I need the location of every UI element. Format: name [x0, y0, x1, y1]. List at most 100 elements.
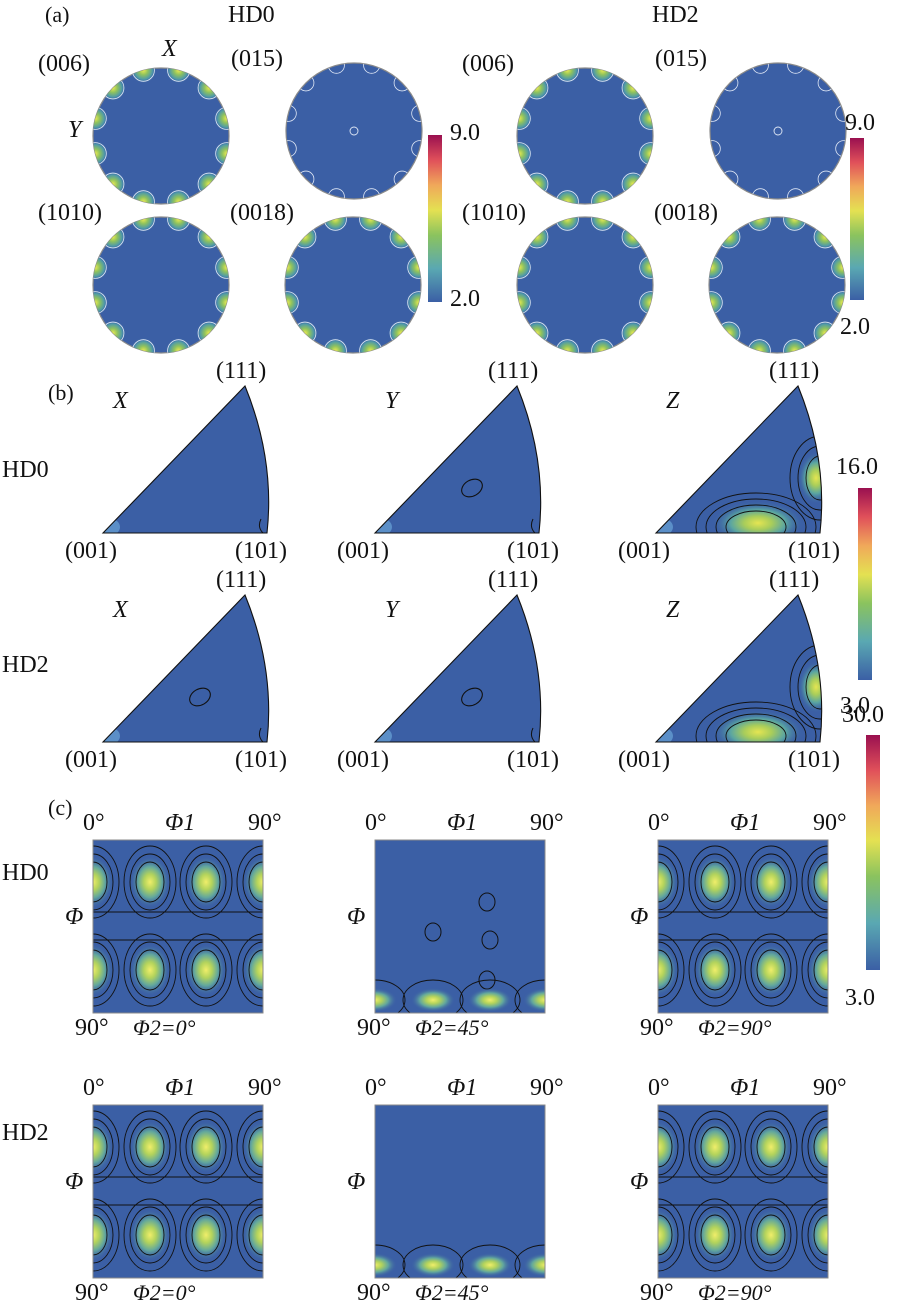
- pole-figure: (0018): [654, 200, 846, 354]
- odf-phi1-end-label: 90°: [813, 810, 847, 836]
- ipf-contour: [705, 707, 807, 742]
- odf-phi1-start-label: 0°: [83, 1075, 105, 1101]
- odf-contour: [481, 930, 499, 950]
- pole-peak: [620, 223, 647, 250]
- odf-peak: [186, 856, 226, 908]
- odf-contour: [807, 941, 828, 999]
- pole-peak: [213, 289, 229, 316]
- ipf-corner-top-label: (111): [488, 358, 538, 384]
- odf-contour: [756, 1214, 786, 1256]
- pole-peak: [715, 320, 742, 347]
- ipf-contour: [715, 713, 797, 742]
- odf-phi1-label: Φ1: [165, 810, 195, 836]
- odf-contour: [756, 1126, 786, 1168]
- odf-phi1-start-label: 0°: [365, 1075, 387, 1101]
- odf-peak: [523, 1253, 545, 1277]
- odf-contour: [750, 1206, 792, 1264]
- odf-contour: [424, 922, 442, 942]
- ipf-contour: [725, 719, 787, 742]
- odf-contour: [700, 949, 730, 991]
- odf-contour: [93, 1118, 114, 1176]
- odf-contour: [744, 845, 798, 919]
- odf-contour: [514, 1244, 545, 1278]
- colorbar-a-hd0: 9.0 2.0: [428, 120, 480, 312]
- odf-peak: [468, 1253, 512, 1277]
- odf-contour: [236, 1110, 263, 1184]
- odf-peak: [411, 1253, 455, 1277]
- odf-contour: [658, 941, 679, 999]
- pole-figure: (015): [231, 46, 423, 200]
- odf-frame: [374, 1104, 546, 1279]
- odf-phi1-end-label: 90°: [530, 1075, 564, 1101]
- odf-section: 0° 90° Φ1 Φ 90° Φ2=90°: [630, 1075, 847, 1305]
- ipf-outline: [373, 594, 542, 743]
- odf-section: 0° 90° Φ1 Φ 90° Φ2=45°: [347, 810, 564, 1041]
- odf-peak: [658, 1209, 678, 1261]
- odf-contour: [807, 1118, 828, 1176]
- odf-section-label: Φ2=45°: [415, 1280, 489, 1305]
- ipf-corner-left-label: (001): [618, 747, 670, 773]
- odf-peak: [130, 1209, 170, 1261]
- panel-c-label: (c): [48, 795, 72, 820]
- pole-peak: [620, 171, 647, 198]
- pole-figure-label: (0018): [230, 200, 294, 226]
- odf-peak: [411, 988, 455, 1012]
- pole-figure: (1010): [462, 200, 654, 354]
- odf-phi1-end-label: 90°: [248, 1075, 282, 1101]
- odf-section-label: Φ2=0°: [133, 1280, 196, 1305]
- ipf-direction-label: Y: [385, 388, 401, 414]
- odf-contour: [93, 861, 108, 903]
- pole-peak: [93, 140, 109, 167]
- odf-contour: [185, 941, 227, 999]
- odf-phi1-label: Φ1: [165, 1075, 195, 1101]
- pole-peak: [589, 217, 616, 233]
- odf-field: [93, 840, 263, 1013]
- odf-peak: [93, 1209, 113, 1261]
- ipf-outline: [654, 594, 823, 743]
- odf-contour: [750, 941, 792, 999]
- colorbar-a-hd2: 9.0 2.0: [840, 110, 875, 340]
- odf-section-label: Φ2=90°: [698, 1280, 772, 1305]
- ipf-contour: [258, 727, 264, 742]
- odf-contour: [658, 949, 673, 991]
- pole-figure-label: (0018): [654, 200, 718, 226]
- ipf-peak: [712, 710, 804, 742]
- pole-peak: [715, 223, 742, 250]
- pole-peak: [523, 74, 550, 101]
- odf-peak: [751, 856, 791, 908]
- ipf-triangle: Y (111) (001) (101): [337, 358, 559, 564]
- pole-peak: [93, 254, 109, 281]
- colorbar-a-hd2-min: 2.0: [840, 314, 870, 340]
- odf-contour: [801, 1198, 828, 1272]
- odf-contour: [191, 861, 221, 903]
- odf-peak: [808, 1121, 828, 1173]
- ipf-corner-top-label: (111): [488, 567, 538, 593]
- pole-figure-label: (006): [462, 51, 514, 77]
- odf-contour: [248, 949, 263, 991]
- odf-peak: [695, 1209, 735, 1261]
- odf-contour: [375, 1244, 406, 1278]
- odf-contour: [658, 1110, 685, 1184]
- odf-contour: [179, 845, 233, 919]
- odf-peak: [243, 944, 263, 996]
- odf-contour: [191, 1214, 221, 1256]
- odf-peak: [658, 944, 678, 996]
- pole-peak: [781, 337, 808, 353]
- odf-section-label: Φ2=0°: [133, 1015, 196, 1040]
- odf-phi1-label: Φ1: [730, 810, 760, 836]
- odf-contour: [514, 979, 545, 1013]
- odf-contour: [93, 949, 108, 991]
- odf-contour: [242, 941, 263, 999]
- odf-phi-label: Φ: [347, 904, 365, 930]
- ipf-contour: [461, 478, 483, 498]
- odf-phi-end-label: 90°: [357, 1280, 391, 1305]
- odf-contour: [750, 1118, 792, 1176]
- colorbar-a-hd2-max: 9.0: [845, 110, 875, 136]
- odf-peak: [186, 1121, 226, 1173]
- odf-contour: [658, 1126, 673, 1168]
- pole-peak: [388, 320, 415, 347]
- odf-phi1-end-label: 90°: [813, 1075, 847, 1101]
- odf-contour: [185, 1118, 227, 1176]
- pole-peak: [93, 289, 109, 316]
- pole-figure-label: (1010): [38, 200, 102, 226]
